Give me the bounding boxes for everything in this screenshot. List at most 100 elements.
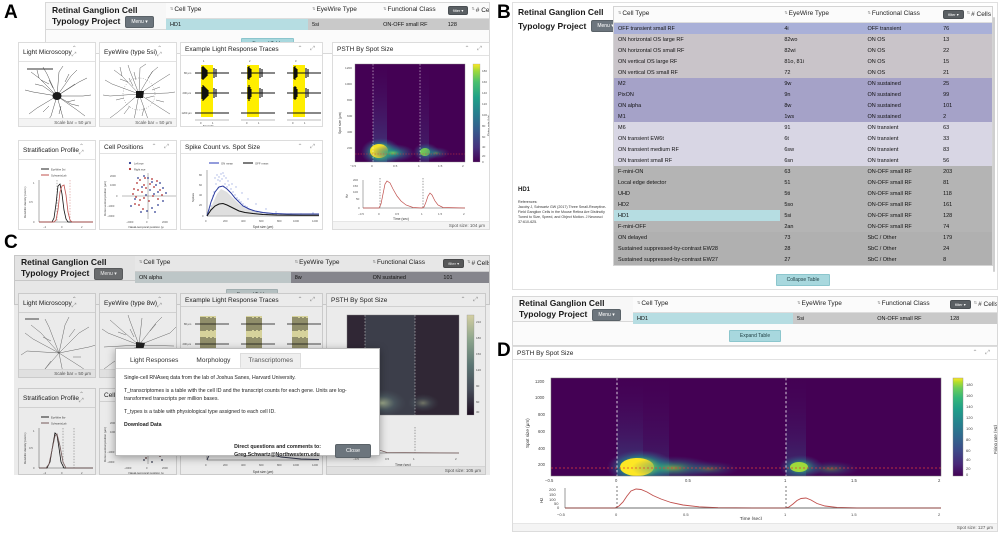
table-row[interactable]: ON horizontal OS small RF 82wi ON OS 22	[614, 45, 992, 56]
card-tools-icon[interactable]: ⌃ ⤢	[71, 297, 80, 309]
eyewire-type-value: 63	[784, 168, 791, 175]
eyewire-type-value: 2an	[784, 223, 794, 230]
column-header-eyewire-type[interactable]: ⇅EyeWire Type	[784, 10, 830, 17]
table-row[interactable]: ON delayed 73 SbC / Other 179	[614, 232, 992, 243]
column-header-functional-class[interactable]: ⇅Functional Class	[383, 6, 436, 13]
eyewire-type-value: 51	[784, 179, 791, 186]
menu-button[interactable]: Menu ▾	[125, 15, 154, 28]
tab-morphology[interactable]: Morphology	[196, 357, 231, 364]
card-tools-icon[interactable]: ⌃ ⤢	[972, 350, 993, 356]
expand-table-button[interactable]: Expand Table	[728, 330, 782, 342]
column-header-cell-type[interactable]: ⇅Cell Type	[170, 6, 202, 13]
table-row[interactable]: Local edge detector 51 ON-OFF small RF 81	[614, 177, 992, 188]
table-row[interactable]: F-mini-ON 63 ON-OFF small RF 203	[614, 166, 992, 177]
num-cells-value: 56	[943, 157, 950, 164]
svg-text:800: 800	[538, 412, 546, 417]
table-row[interactable]: M1 1ws ON sustained 2	[614, 111, 992, 122]
column-header-functional-class[interactable]: ⇅Functional Class	[867, 10, 920, 17]
table-row[interactable]: F-mini-OFF 2an ON-OFF small RF 74	[614, 221, 992, 232]
svg-text:800: 800	[277, 463, 282, 467]
card-tools-icon[interactable]: ⌃ ⤢	[297, 297, 318, 303]
svg-text:0: 0	[146, 220, 148, 224]
table-row[interactable]: HD2 5so ON-OFF small RF 161	[614, 199, 992, 210]
card-light-microscopy-c: Light Microscopy ⌃ ⤢ Scale bar = 50 µm	[18, 293, 96, 378]
filter-button-label: filter	[948, 12, 956, 17]
table-row[interactable]: HD1 5si ON-OFF small RF 128	[614, 210, 992, 221]
svg-text:0: 0	[61, 225, 63, 229]
table-row-selected[interactable]: ON alpha 8w ON sustained 101	[135, 272, 489, 283]
card-tools-icon[interactable]: ⌃ ⤢	[297, 144, 318, 150]
tab-transcriptomes[interactable]: Transcriptomes	[240, 353, 301, 368]
table-row[interactable]: ON vertical OS large RF 81o, 81i ON OS 15	[614, 56, 992, 67]
column-header-eyewire-type[interactable]: ⇅EyeWire Type	[294, 259, 340, 266]
table-row[interactable]: ON transient small RF 6sn ON transient 56	[614, 155, 992, 166]
card-tools-icon[interactable]: ⌃ ⤢	[157, 297, 166, 309]
brand-line-2: Typology Project	[518, 20, 587, 31]
svg-text:Nasal-temporal position (µ: Nasal-temporal position (µ	[128, 471, 163, 474]
tab-light-responses[interactable]: Light Responses	[130, 357, 179, 364]
svg-text:1000: 1000	[293, 219, 299, 223]
table-row[interactable]: Sustained suppressed-by-contrast EW28 28 S…	[614, 243, 992, 254]
card-tools-icon[interactable]: ⌃ ⤢	[79, 144, 88, 156]
column-header-cell-type[interactable]: ⇅Cell Type	[618, 10, 650, 17]
filter-button[interactable]: filter ▾	[443, 259, 465, 268]
cell-type-table-body[interactable]: OFF transient small RF 4i OFF transient 76 O…	[614, 23, 992, 265]
num-cells-value: 128	[950, 315, 960, 322]
menu-button-label: Menu	[100, 270, 113, 277]
cell-type-value: ON transient medium RF	[618, 146, 679, 153]
app-header-bar-d: Retinal Ganglion Cell Typology Project M…	[512, 296, 998, 324]
menu-button[interactable]: Menu ▾	[94, 267, 123, 280]
collapse-table-button[interactable]: Collapse Table	[775, 274, 831, 286]
table-row[interactable]: ON alpha 8w ON sustained 101	[614, 100, 992, 111]
svg-text:1200: 1200	[535, 379, 545, 384]
functional-class-value: ON OS	[867, 36, 886, 43]
column-header-functional-class[interactable]: ⇅Functional Class	[372, 259, 426, 266]
download-data-link[interactable]: Download Data	[124, 422, 162, 428]
column-header-eyewire-type[interactable]: ⇅EyeWire Type	[797, 300, 842, 307]
column-header-num-cells[interactable]: filter ▾⇅# Cells	[444, 3, 489, 18]
table-row[interactable]: ON horizontal OS large RF 82wo ON OS 13	[614, 34, 992, 45]
table-row[interactable]: Sustained suppressed-by-contrast EW27 27 S…	[614, 254, 992, 265]
table-row[interactable]: UHD 5ti ON-OFF small RF 118	[614, 188, 992, 199]
table-row[interactable]: ON transient medium RF 6sw ON transient 83	[614, 144, 992, 155]
column-header-num-cells[interactable]: filter ▾⇅# Cells	[946, 297, 997, 312]
num-cells-value: 99	[943, 91, 950, 98]
close-button[interactable]: Close	[334, 444, 371, 458]
card-tools-icon[interactable]: ⌃ ⤢	[151, 144, 172, 150]
card-tools-icon[interactable]: ⌃ ⤢	[79, 392, 88, 404]
card-tools-icon[interactable]: ⌃ ⤢	[297, 46, 318, 52]
menu-button[interactable]: Menu ▾	[591, 20, 620, 32]
filter-button[interactable]: filter ▾	[943, 10, 964, 19]
table-row-selected[interactable]: HD1 5si ON-OFF small RF 128	[166, 19, 489, 30]
filter-button[interactable]: filter ▾	[950, 300, 971, 309]
table-row[interactable]: ON vertical OS small RF 72 ON OS 21	[614, 67, 992, 78]
column-header-functional-class[interactable]: ⇅Functional Class	[877, 300, 930, 307]
table-row[interactable]: M6 91 ON transient 63	[614, 122, 992, 133]
card-tools-icon[interactable]: ⌃ ⤢	[157, 46, 166, 58]
filter-button[interactable]: filter ▾	[447, 6, 469, 15]
table-row[interactable]: OFF transient small RF 4i OFF transient 76	[614, 23, 992, 34]
column-header-cell-type[interactable]: ⇅Cell Type	[139, 259, 171, 266]
svg-text:800: 800	[347, 98, 352, 102]
column-header-cell-type[interactable]: ⇅Cell Type	[637, 300, 669, 307]
column-header-num-cells[interactable]: filter ▾⇅# Cells	[439, 256, 489, 271]
svg-text:100: 100	[549, 497, 556, 502]
card-tools-icon[interactable]: ⌃ ⤢	[71, 46, 80, 58]
column-header-eyewire-type[interactable]: ⇅EyeWire Type	[312, 6, 357, 13]
svg-text:0.5: 0.5	[393, 164, 398, 168]
table-scrollbar[interactable]	[993, 17, 995, 272]
reference-heading: References:	[518, 200, 538, 204]
table-row[interactable]: ON transient EW6t 6t ON transient 33	[614, 133, 992, 144]
num-cells-value: 25	[943, 80, 950, 87]
column-header-num-cells[interactable]: filter ▾⇅# Cells	[939, 7, 992, 22]
table-row[interactable]: PixON 9n ON sustained 99	[614, 89, 992, 100]
card-tools-icon[interactable]: ⌃ ⤢	[464, 46, 485, 52]
svg-text:400: 400	[538, 446, 546, 451]
num-cells-value: 203	[943, 168, 953, 175]
menu-button[interactable]: Menu ▾	[592, 308, 621, 321]
table-row-selected[interactable]: HD1 5si ON-OFF small RF 128	[633, 313, 997, 324]
card-title: Stratification Profile	[23, 394, 79, 402]
table-row[interactable]: M2 9w ON sustained 25	[614, 78, 992, 89]
svg-text:1: 1	[304, 121, 306, 125]
card-tools-icon[interactable]: ⌃ ⤢	[460, 297, 481, 303]
